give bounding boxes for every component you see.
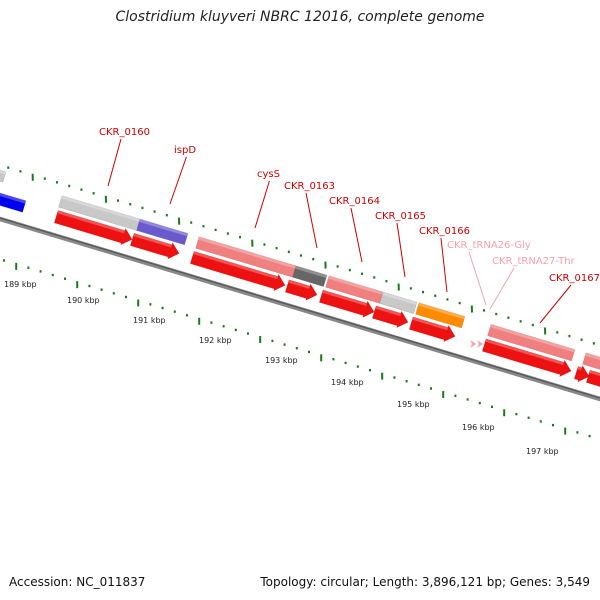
leader-line <box>539 284 572 324</box>
gene-feature-highlight <box>139 219 188 237</box>
backbone-line <box>0 216 600 402</box>
cds-feature-highlight <box>577 366 582 371</box>
gene-feature-highlight <box>61 195 140 222</box>
gene-feature <box>582 352 600 370</box>
accession-text: Accession: NC_011837 <box>9 575 146 589</box>
gene-feature <box>379 291 418 314</box>
gene-feature-highlight <box>585 352 600 361</box>
scale-label: 192 kbp <box>199 336 232 345</box>
leader-line <box>254 180 270 229</box>
cds-feature <box>371 305 409 329</box>
gene-feature-highlight <box>0 170 6 175</box>
cds-feature <box>318 289 375 319</box>
gene-label: CKR_0163 <box>284 181 335 192</box>
cds-feature-highlight <box>589 370 600 377</box>
cds-feature <box>408 316 456 343</box>
gene-label: CKR_tRNA27-Thr <box>492 256 576 267</box>
scale-label: 193 kbp <box>265 356 298 365</box>
genome-backbone <box>0 216 600 402</box>
gene-feature-highlight <box>490 324 575 353</box>
outer-tick-track <box>7 166 595 345</box>
feature-track <box>0 169 600 387</box>
cds-feature-highlight <box>412 316 448 331</box>
cds-feature <box>189 250 286 292</box>
cds-feature <box>481 338 572 378</box>
scale-label: 196 kbp <box>462 423 495 432</box>
cds-feature <box>129 232 180 260</box>
gene-label: CKR_0167 <box>549 273 600 284</box>
leader-line <box>396 222 406 278</box>
cds-feature-highlight <box>485 338 564 366</box>
cds-feature <box>585 369 600 387</box>
inner-tick-track <box>3 259 591 438</box>
gene-label: CKR_0165 <box>375 211 426 222</box>
cds-feature-highlight <box>0 192 26 204</box>
cds-feature-highlight <box>133 233 172 248</box>
cds-feature <box>0 192 27 213</box>
scale-label: 194 kbp <box>331 378 364 387</box>
gene-feature-highlight <box>328 275 383 295</box>
genome-summary-text: Topology: circular; Length: 3,896,121 bp… <box>260 575 590 589</box>
cds-feature-highlight <box>322 289 367 306</box>
leader-line <box>107 138 122 187</box>
genome-title: Clostridium kluyveri NBRC 12016, complet… <box>115 9 485 25</box>
scale-label: 197 kbp <box>526 447 559 456</box>
label-leader-lines <box>107 138 572 324</box>
gene-label: CKR_tRNA26-Gly <box>447 240 531 251</box>
gene-feature <box>292 265 328 287</box>
gene-feature-highlight <box>418 302 465 320</box>
scale-label: 190 kbp <box>67 296 100 305</box>
cds-feature-highlight <box>57 210 125 234</box>
leader-line <box>169 156 187 205</box>
leader-line <box>350 207 363 263</box>
leader-line <box>489 267 515 310</box>
leader-line <box>305 192 318 249</box>
cds-feature-highlight <box>288 279 310 289</box>
gene-feature <box>0 169 7 183</box>
cds-feature <box>284 279 318 301</box>
gene-label: CKR_0166 <box>419 226 470 237</box>
gene-feature-highlight <box>382 291 417 305</box>
scale-label: 189 kbp <box>4 280 37 289</box>
cds-feature <box>53 210 133 246</box>
gene-label: ispD <box>174 145 196 156</box>
cds-feature-highlight <box>193 251 278 280</box>
gene-feature-highlight <box>198 236 296 269</box>
gene-feature-highlight <box>295 265 327 278</box>
trna-feature <box>470 340 476 348</box>
cds-feature-highlight <box>375 305 401 317</box>
scale-label: 191 kbp <box>133 316 166 325</box>
cds-feature <box>573 364 590 383</box>
leader-line <box>440 237 448 293</box>
trna-feature <box>477 340 483 348</box>
leader-line <box>468 251 487 306</box>
scale-labels: 189 kbp 190 kbp 191 kbp 192 kbp 193 kbp 194 k… <box>4 280 559 456</box>
backbone-edge <box>0 217 600 399</box>
gene-label: CKR_0160 <box>99 127 150 138</box>
gene-feature <box>415 302 466 329</box>
gene-label: cysS <box>257 169 280 180</box>
gene-feature <box>136 218 189 246</box>
scale-label: 195 kbp <box>397 400 430 409</box>
gene-feature <box>487 323 576 362</box>
gene-labels: CKR_0160 ispD cysS CKR_0163 CKR_0164 CKR_0165… <box>99 127 600 284</box>
gene-label: CKR_0164 <box>329 196 380 207</box>
